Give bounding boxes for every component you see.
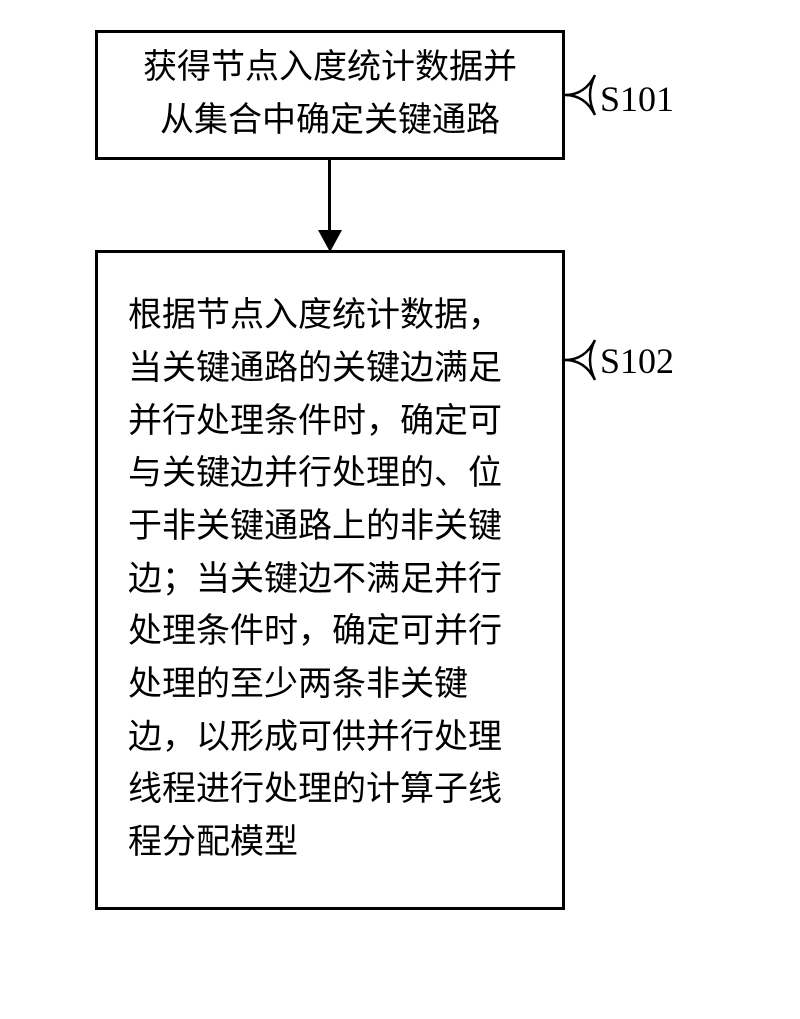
arrow-head	[318, 230, 342, 252]
flowchart-container: 获得节点入度统计数据并从集合中确定关键通路 S101 根据节点入度统计数据，当关…	[0, 0, 800, 1019]
node-1-label: S101	[600, 78, 674, 120]
node-1-text: 获得节点入度统计数据并从集合中确定关键通路	[128, 42, 532, 147]
flowchart-node-2: 根据节点入度统计数据，当关键通路的关键边满足并行处理条件时，确定可与关键边并行处…	[95, 250, 565, 910]
node-2-text: 根据节点入度统计数据，当关键通路的关键边满足并行处理条件时，确定可与关键边并行处…	[128, 290, 532, 870]
node-2-label: S102	[600, 340, 674, 382]
flowchart-node-1: 获得节点入度统计数据并从集合中确定关键通路	[95, 30, 565, 160]
arrow-line	[328, 160, 331, 235]
connector-curve-2	[565, 335, 605, 385]
connector-curve-1	[565, 70, 605, 120]
